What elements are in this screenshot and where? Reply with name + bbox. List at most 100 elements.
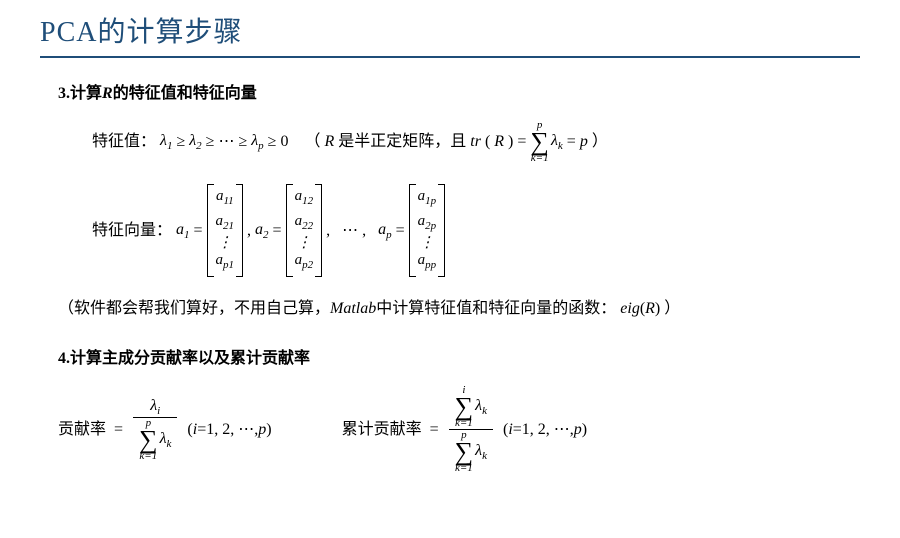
page-title: PCA的计算步骤 [40,10,860,50]
r1e: = [197,421,206,438]
v1r4: ap1 [216,250,235,275]
dots-vec: ⋯ [342,219,358,243]
sigma-glyph: ∑ [530,131,549,153]
contrib-eq: = [114,418,123,442]
v2r1: a12 [295,186,314,211]
v2r4: ap2 [295,250,314,275]
a1-lhs: a1 [176,218,190,244]
sigma-glyph: ∑ [455,441,474,463]
v1r4a: a [216,252,224,268]
range2: (i=1, 2, ⋯,p) [503,418,587,442]
r2p: p [574,421,582,438]
dots1: ⋯ [218,130,234,154]
r2c: ) [582,421,587,438]
contribution-equations: 贡献率 = λi p ∑ k=1 λk [58,385,860,474]
step3-text-a: 计算 [70,85,102,102]
eigvec-label: 特征向量： [92,219,172,243]
slide: PCA的计算步骤 3.计算R的特征值和特征向量 特征值： λ1 ≥ λ2 ≥ ⋯… [0,0,900,474]
eq1: = [194,219,203,243]
step3-text-b: 的特征值和特征向量 [113,85,257,102]
v1-vdots: ⋮ [216,236,235,250]
a1s: 1 [184,229,190,241]
d1bl: λ [160,430,167,447]
cns: i [157,405,160,417]
apl: a [378,221,386,238]
tr-func: tr [470,130,481,154]
lbracket-icon [409,184,416,277]
r1c: ) [266,421,271,438]
l1: λ [160,132,167,149]
contrib-label: 贡献率 [58,418,106,442]
d2bs: k [482,450,487,462]
sbl: λ [551,132,558,149]
l1s: 1 [167,140,173,152]
sigma-1: p ∑ k=1 [530,120,549,164]
note-pc: ) [655,300,660,317]
comma2: , [326,219,330,243]
contribution-rate: 贡献率 = λi p ∑ k=1 λk [58,385,272,474]
sum-lower: k=1 [531,153,549,164]
v1r1: a11 [216,186,235,211]
psd-R: R [324,130,334,154]
note-arg: R [645,300,655,317]
trace-sum: p ∑ k=1 λk [530,120,562,164]
step4-heading: 4.计算主成分贡献率以及累计贡献率 [58,347,860,371]
v1r2a: a [216,213,224,229]
sum-rhs: p [580,130,588,154]
tr-arg: R [494,130,504,154]
v1r2: a21 [216,211,235,236]
sigma-den1: p ∑ k=1 [139,418,158,462]
vp-vdots: ⋮ [418,236,437,250]
title-row: PCA的计算步骤 [40,10,860,58]
cum-eq: = [430,418,439,442]
lbracket-icon [207,184,214,277]
sigma-den2: p ∑ k=1 [455,430,474,474]
cumulative-rate: 累计贡献率 = i ∑ k=1 λk p [342,385,588,474]
note-func: eig [620,300,640,317]
contrib-num: λi [144,397,166,417]
v2r4s: p2 [302,259,313,271]
lambda-1: λ1 [160,129,172,155]
a2-lhs: a2 [255,218,269,244]
v2r2a: a [295,213,303,229]
vpr2s: 2p [425,220,436,232]
n2b: λk [475,397,487,417]
vpr1a: a [418,188,426,204]
vpr4a: a [418,252,426,268]
sigma-glyph: ∑ [455,396,474,418]
psd-text: 是半正定矩阵，且 [338,130,466,154]
cum-num: i ∑ k=1 λk [449,385,493,429]
cum-label: 累计贡献率 [342,418,422,442]
note-b: 中计算特征值和特征向量的函数： [376,300,616,317]
eigenvector-line: 特征向量： a1 = a11 a21 ⋮ ap1 , a2 = a12 [58,184,860,277]
rbracket-icon [236,184,243,277]
sigma-num2: i ∑ k=1 [455,385,474,429]
comma1: , [247,219,251,243]
lbracket-icon [286,184,293,277]
ge4: ≥ [268,130,277,154]
d1bs: k [167,438,172,450]
rbracket-icon [438,184,445,277]
v2r1s: 12 [302,195,313,207]
step3-num: 3. [58,85,70,102]
cum-den: p ∑ k=1 λk [449,430,493,474]
d2l: k=1 [455,463,473,474]
tr-eq: = [517,130,526,154]
eigenvalue-line: 特征值： λ1 ≥ λ2 ≥ ⋯ ≥ λp ≥ 0 （R是半正定矩阵，且tr(R… [58,120,860,164]
lambda-2: λ2 [189,129,201,155]
l2s: 2 [196,140,202,152]
software-note: （软件都会帮我们算好，不用自己算，Matlab中计算特征值和特征向量的函数： e… [58,297,860,321]
tr-c: ) [508,130,513,154]
vpr1s: 1p [425,195,436,207]
comma3: , [362,219,366,243]
v2r2: a22 [295,211,314,236]
vpr2a: a [418,213,426,229]
r2s: 1, 2, ⋯, [522,421,574,438]
psd-close: ） [592,130,608,154]
vector-a2: a12 a22 ⋮ ap2 [286,184,323,277]
d1l: k=1 [139,451,157,462]
v2r4a: a [295,252,303,268]
v2-vdots: ⋮ [295,236,314,250]
v2-col: a12 a22 ⋮ ap2 [293,184,316,277]
lps: p [258,140,264,152]
